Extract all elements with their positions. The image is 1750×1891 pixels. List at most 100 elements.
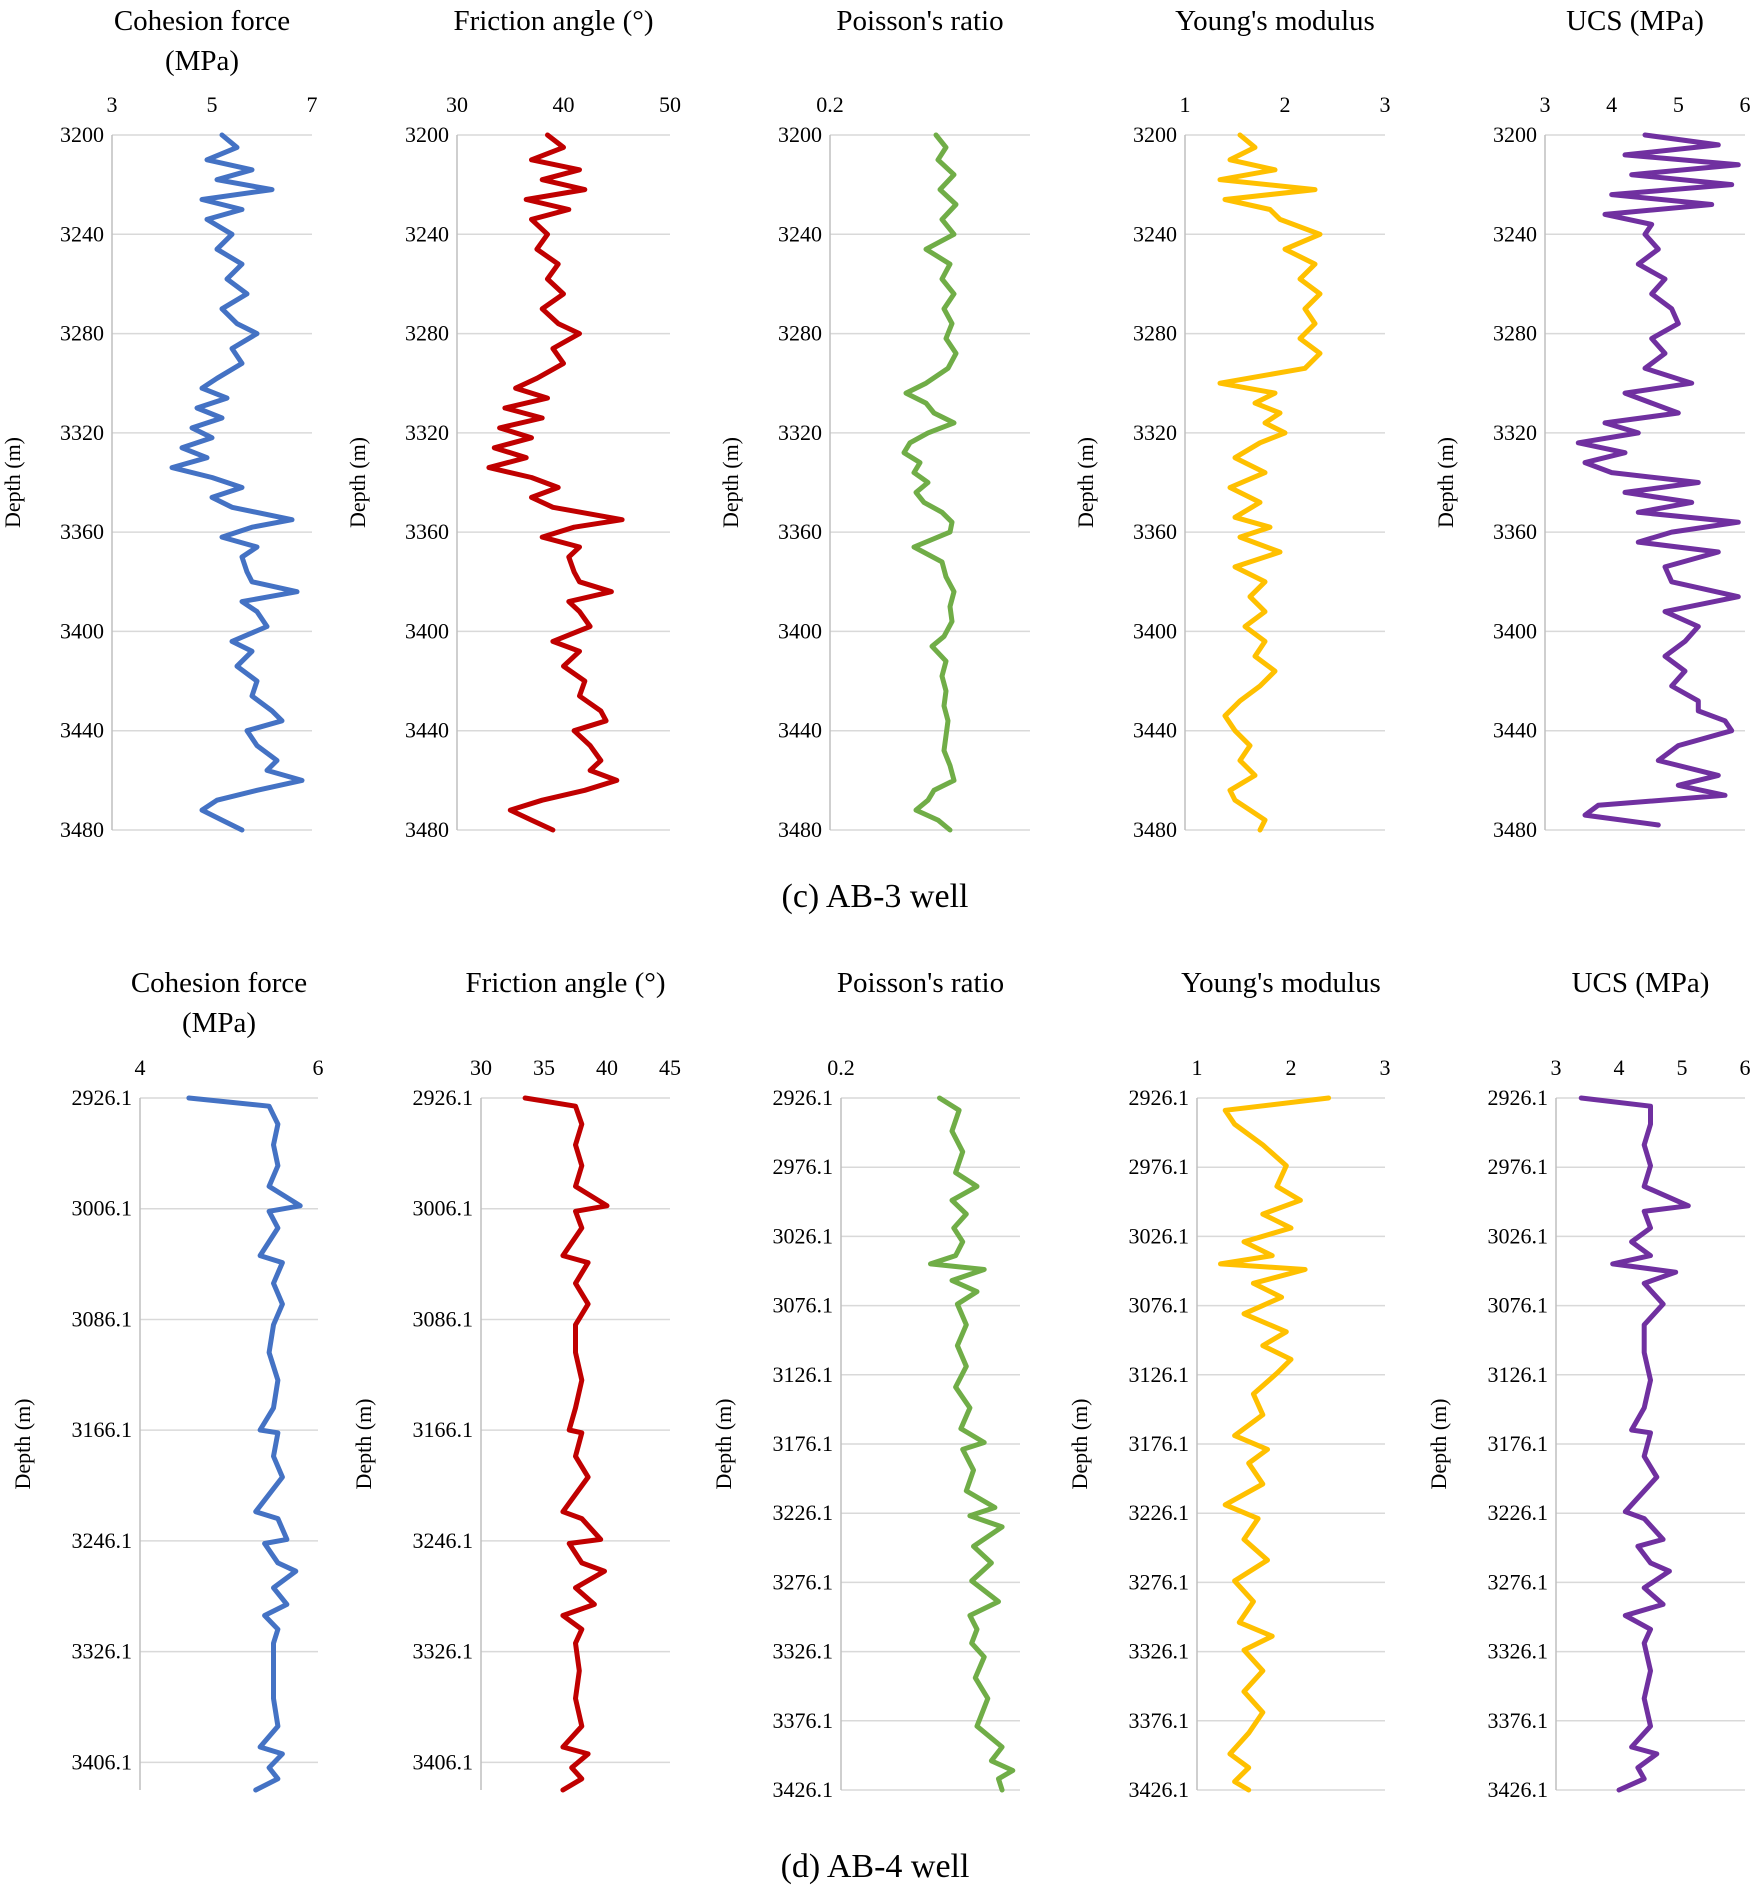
depth-tick-label: 3440: [60, 718, 104, 743]
depth-tick-label: 3240: [405, 221, 449, 246]
depth-axis-label: Depth (m): [351, 1398, 376, 1489]
panel-title: Cohesion force: [131, 967, 307, 999]
x-tick-label: 6: [1740, 92, 1750, 117]
depth-tick-label: 3426.1: [1488, 1777, 1549, 1802]
depth-tick-label: 3426.1: [1129, 1777, 1190, 1802]
depth-tick-label: 3166.1: [72, 1417, 133, 1442]
x-tick-label: 7: [307, 92, 318, 117]
panel-friction: 3200 3240 3280 3320 3360 3400 3440 3480 30 40 50 Fr…: [345, 5, 681, 842]
depth-tick-label: 3480: [1493, 817, 1537, 842]
depth-tick-label: 2926.1: [773, 1085, 834, 1110]
depth-tick-label: 3246.1: [413, 1528, 474, 1553]
depth-tick-label: 3086.1: [72, 1306, 133, 1331]
depth-tick-label: 3326.1: [773, 1639, 834, 1664]
depth-tick-label: 3320: [1133, 420, 1177, 445]
x-tick-label: 3: [1380, 92, 1391, 117]
panel-poisson: 3200 3240 3280 3320 3360 3400 3440 3480 0.2 Poiss…: [718, 5, 1030, 842]
depth-tick-label: 3426.1: [773, 1777, 834, 1802]
x-tick-label: 3: [1380, 1055, 1391, 1080]
panel-title: Cohesion force: [114, 5, 290, 37]
x-tick-label: 0.2: [827, 1055, 855, 1080]
depth-tick-label: 3326.1: [413, 1639, 474, 1664]
depth-tick-label: 3320: [1493, 420, 1537, 445]
panel-title: UCS (MPa): [1566, 5, 1704, 37]
depth-axis-label: Depth (m): [10, 1398, 35, 1489]
depth-tick-label: 3320: [60, 420, 104, 445]
depth-tick-label: 3126.1: [1488, 1362, 1549, 1387]
panel-title: (MPa): [182, 1007, 256, 1039]
depth-tick-label: 3200: [1493, 122, 1537, 147]
depth-tick-label: 3240: [60, 221, 104, 246]
series-line-friction: [486, 132, 625, 833]
depth-tick-label: 3076.1: [1129, 1293, 1190, 1318]
series-line-poisson: [901, 132, 959, 833]
x-tick-label: 3: [107, 92, 118, 117]
panel-title: Poisson's ratio: [837, 967, 1004, 999]
x-tick-label: 30: [446, 92, 468, 117]
depth-tick-label: 3026.1: [1488, 1223, 1549, 1248]
depth-tick-label: 3480: [778, 817, 822, 842]
depth-tick-label: 3400: [60, 618, 104, 643]
series-line-cohesion: [186, 1095, 303, 1793]
caption-ab3-well: (c) AB-3 well: [782, 878, 969, 915]
depth-tick-label: 3360: [405, 519, 449, 544]
depth-tick-label: 3086.1: [413, 1306, 474, 1331]
depth-axis-label: Depth (m): [1433, 437, 1458, 528]
depth-tick-label: 3026.1: [1129, 1223, 1190, 1248]
depth-tick-label: 3166.1: [413, 1417, 474, 1442]
x-tick-label: 1: [1192, 1055, 1203, 1080]
x-tick-label: 2: [1286, 1055, 1297, 1080]
depth-tick-label: 3376.1: [773, 1708, 834, 1733]
panel-ucs: 2926.1 2976.1 3026.1 3076.1 3126.1 3176.1 3226…: [1426, 967, 1750, 1802]
depth-axis-label: Depth (m): [718, 437, 743, 528]
depth-tick-label: 3126.1: [773, 1362, 834, 1387]
caption-ab4-well: (d) AB-4 well: [781, 1848, 970, 1885]
depth-tick-label: 3360: [778, 519, 822, 544]
x-tick-label: 40: [553, 92, 575, 117]
panel-poisson: 2926.1 2976.1 3026.1 3076.1 3126.1 3176.1 3226…: [711, 967, 1020, 1802]
depth-tick-label: 3226.1: [1129, 1500, 1190, 1525]
depth-tick-label: 3400: [405, 618, 449, 643]
depth-tick-label: 3026.1: [773, 1223, 834, 1248]
depth-tick-label: 3280: [1133, 321, 1177, 346]
depth-tick-label: 3240: [1493, 221, 1537, 246]
depth-tick-label: 3440: [1133, 718, 1177, 743]
depth-tick-label: 3176.1: [1129, 1431, 1190, 1456]
depth-tick-label: 3400: [1133, 618, 1177, 643]
panel-title: Young's modulus: [1175, 5, 1375, 37]
depth-tick-label: 3246.1: [72, 1528, 133, 1553]
x-tick-label: 4: [135, 1055, 146, 1080]
x-tick-label: 5: [1677, 1055, 1688, 1080]
series-line-young: [1218, 1095, 1332, 1793]
depth-tick-label: 2926.1: [72, 1085, 133, 1110]
depth-tick-label: 3240: [1133, 221, 1177, 246]
depth-tick-label: 3376.1: [1488, 1708, 1549, 1733]
panel-title: Young's modulus: [1181, 967, 1381, 999]
depth-tick-label: 3280: [1493, 321, 1537, 346]
panel-cohesion: 3200 3240 3280 3320 3360 3400 3440 3480 3 5 7 Cohes…: [0, 5, 318, 842]
figure-d-ab4-well: 2926.1 3006.1 3086.1 3166.1 3246.1 3326.1 3406…: [10, 967, 1750, 1802]
series-line-poisson: [928, 1095, 1016, 1793]
depth-tick-label: 3006.1: [72, 1196, 133, 1221]
depth-tick-label: 3200: [60, 122, 104, 147]
depth-tick-label: 3076.1: [773, 1293, 834, 1318]
panel-title: Poisson's ratio: [836, 5, 1003, 37]
figure-c-ab3-well: 3200 3240 3280 3320 3360 3400 3440 3480 3 5 7 Cohes…: [0, 5, 1750, 842]
depth-tick-label: 2926.1: [413, 1085, 474, 1110]
depth-tick-label: 3126.1: [1129, 1362, 1190, 1387]
depth-tick-label: 3276.1: [773, 1569, 834, 1594]
panel-young: 2926.1 2976.1 3026.1 3076.1 3126.1 3176.1 3226…: [1067, 967, 1391, 1802]
depth-tick-label: 3326.1: [72, 1639, 133, 1664]
panel-title: Friction angle (°): [453, 5, 653, 37]
depth-tick-label: 3076.1: [1488, 1293, 1549, 1318]
depth-tick-label: 3406.1: [72, 1749, 133, 1774]
x-tick-label: 35: [533, 1055, 555, 1080]
depth-tick-label: 3320: [778, 420, 822, 445]
x-tick-label: 3: [1540, 92, 1551, 117]
x-tick-label: 4: [1614, 1055, 1625, 1080]
series-line-friction: [522, 1095, 610, 1793]
depth-axis-label: Depth (m): [1426, 1398, 1451, 1489]
x-tick-label: 5: [1673, 92, 1684, 117]
depth-tick-label: 3200: [405, 122, 449, 147]
depth-tick-label: 3240: [778, 221, 822, 246]
